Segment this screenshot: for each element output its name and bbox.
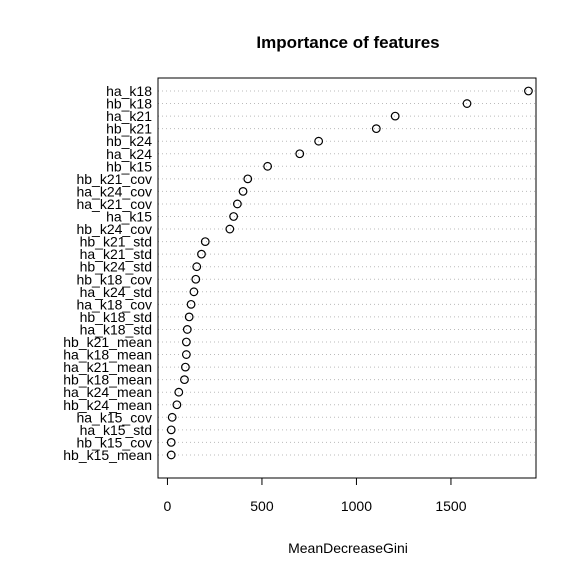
data-point	[192, 262, 202, 272]
data-point	[186, 299, 196, 309]
feature-label: ha_k15_cov	[76, 409, 152, 425]
feature-label: hb_k21_mean	[63, 334, 152, 350]
x-tick-label: 0	[164, 498, 172, 514]
data-point	[197, 249, 206, 259]
feature-label: ha_k21_std	[80, 246, 152, 262]
feature-label: ha_k15	[106, 209, 152, 225]
feature-label: hb_k15_cov	[76, 434, 152, 450]
data-point	[295, 149, 305, 159]
x-axis-label: MeanDecreaseGini	[288, 540, 408, 556]
feature-label: hb_k24_cov	[76, 221, 152, 237]
feature-label: hb_k18_cov	[76, 271, 152, 287]
feature-label: hb_k24_std	[80, 259, 152, 275]
feature-label: hb_k18_std	[80, 309, 152, 325]
feature-label: ha_k24	[106, 146, 152, 162]
feature-labels: ha_k18hb_k18ha_k21hb_k21hb_k24ha_k24hb_k…	[63, 83, 152, 463]
data-point	[238, 186, 248, 196]
data-point	[390, 111, 400, 121]
chart-title: Importance of features	[256, 33, 439, 52]
data-point	[229, 212, 239, 221]
data-points	[166, 86, 533, 460]
feature-label: ha_k24_mean	[63, 384, 152, 400]
data-point	[200, 237, 210, 247]
data-point	[166, 425, 176, 435]
feature-label: hb_k15	[106, 158, 152, 174]
feature-label: ha_k24_std	[80, 284, 152, 300]
data-point	[181, 337, 191, 347]
feature-label: ha_k18_std	[80, 321, 152, 337]
x-tick-label: 1500	[435, 498, 466, 514]
x-axis: 0 500 1000 1500	[164, 477, 467, 514]
data-point	[166, 450, 176, 460]
data-point	[174, 387, 184, 397]
feature-label: hb_k21_cov	[76, 171, 152, 187]
grid-lines	[158, 90, 536, 456]
data-point	[184, 312, 194, 322]
data-point	[167, 412, 177, 422]
data-point	[243, 174, 253, 184]
feature-label: ha_k21_cov	[76, 196, 152, 212]
feature-label: hb_k21	[106, 121, 152, 137]
data-point	[462, 99, 472, 108]
data-point	[524, 86, 533, 96]
plot-frame	[157, 77, 537, 479]
feature-label: ha_k21_mean	[63, 359, 152, 375]
data-point	[181, 350, 191, 359]
feature-label: ha_k21	[106, 108, 152, 124]
feature-label: hb_k24_mean	[63, 397, 152, 413]
feature-label: hb_k21_std	[80, 234, 152, 250]
data-point	[371, 124, 381, 134]
x-tick-label: 500	[250, 498, 274, 514]
feature-label: ha_k18_mean	[63, 347, 152, 363]
feature-label: hb_k18_mean	[63, 372, 152, 388]
feature-label: hb_k18	[106, 96, 152, 112]
feature-label: ha_k18_cov	[76, 296, 152, 312]
feature-label: ha_k24_cov	[76, 183, 152, 199]
data-point	[166, 438, 176, 447]
data-point	[225, 224, 235, 234]
data-point	[263, 161, 273, 171]
data-point	[182, 325, 192, 334]
data-point	[189, 287, 199, 297]
data-point	[191, 274, 201, 284]
feature-label: ha_k15_std	[80, 422, 152, 438]
data-point	[181, 362, 190, 372]
x-tick-label: 1000	[341, 498, 372, 514]
feature-label: hb_k24	[106, 133, 152, 149]
data-point	[180, 375, 189, 385]
data-point	[314, 136, 324, 146]
feature-label: ha_k18	[106, 83, 152, 99]
data-point	[172, 400, 182, 410]
data-point	[232, 199, 242, 209]
feature-label: hb_k15_mean	[63, 447, 152, 463]
